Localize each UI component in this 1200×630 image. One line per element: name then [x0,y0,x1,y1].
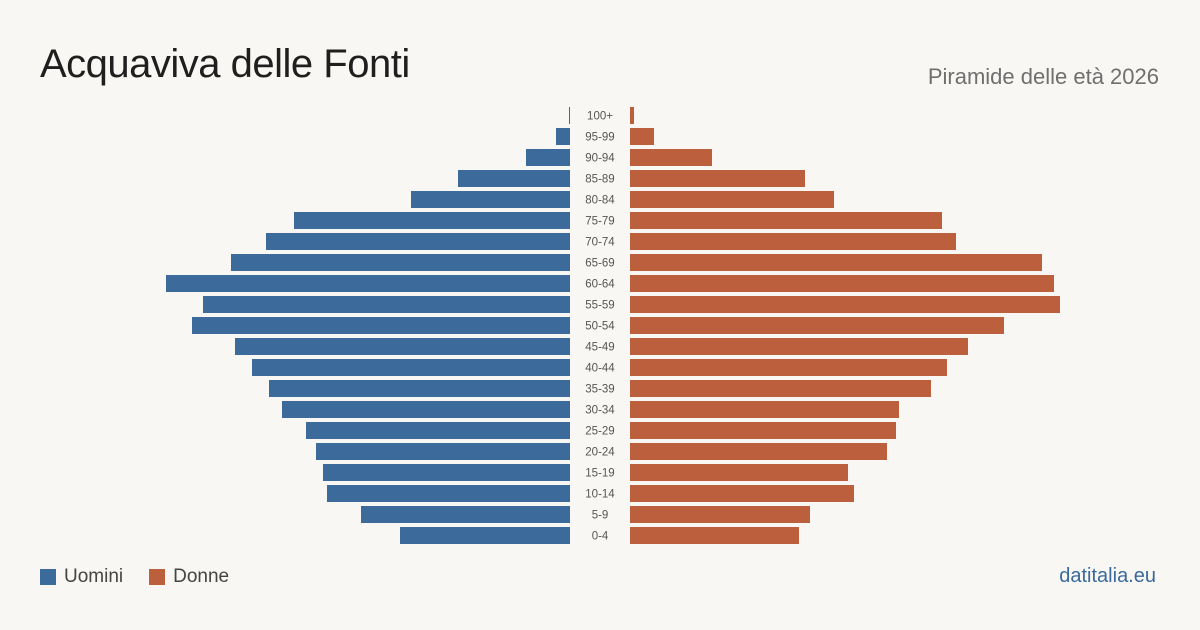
chart-subtitle: Piramide delle età 2026 [927,64,1159,89]
age-label-60-64: 60-64 [585,279,615,291]
bar-men-90-94 [526,149,570,166]
bar-women-85-89 [630,170,805,187]
brand-link[interactable]: datitalia.eu [1059,565,1156,587]
chart-title: Acquaviva delle Fonti [40,42,410,86]
bar-women-0-4 [630,527,799,544]
bar-women-35-39 [630,380,931,397]
bar-men-85-89 [458,170,570,187]
bar-women-50-54 [630,317,1004,334]
age-label-65-69: 65-69 [585,258,614,270]
bar-women-20-24 [630,443,887,460]
bar-women-95-99 [630,128,654,145]
age-label-80-84: 80-84 [585,195,615,207]
population-pyramid-chart: 100+ 95-99 90-94 85-89 80-84 75-79 70-74 65-69 6… [166,107,1060,544]
age-label-45-49: 45-49 [585,342,614,354]
bar-women-55-59 [630,296,1060,313]
age-label-85-89: 85-89 [585,174,614,186]
bar-men-5-9 [361,506,570,523]
bar-women-70-74 [630,233,956,250]
bar-women-10-14 [630,485,854,502]
bar-men-70-74 [266,233,570,250]
bar-men-65-69 [231,254,570,271]
bar-women-90-94 [630,149,712,166]
bar-men-40-44 [252,359,570,376]
legend-item-women: Donne [149,566,229,588]
age-label-0-4: 0-4 [592,531,609,543]
age-label-40-44: 40-44 [585,363,615,375]
bar-women-80-84 [630,191,834,208]
bar-men-100+ [569,107,570,124]
age-label-95-99: 95-99 [585,132,614,144]
age-label-90-94: 90-94 [585,153,615,165]
age-label-70-74: 70-74 [585,237,615,249]
age-label-75-79: 75-79 [585,216,614,228]
bar-women-25-29 [630,422,896,439]
age-label-20-24: 20-24 [585,447,615,459]
bar-men-45-49 [235,338,570,355]
age-label-55-59: 55-59 [585,300,614,312]
bar-women-75-79 [630,212,942,229]
bar-men-30-34 [282,401,570,418]
legend-label-women: Donne [173,566,230,587]
bar-men-50-54 [192,317,570,334]
bar-men-0-4 [400,527,570,544]
bar-men-80-84 [411,191,570,208]
bar-women-65-69 [630,254,1042,271]
bar-women-30-34 [630,401,899,418]
bar-men-25-29 [306,422,570,439]
age-label-50-54: 50-54 [585,321,615,333]
legend-swatch-men [40,569,56,585]
bar-women-100+ [630,107,634,124]
bar-men-35-39 [269,380,570,397]
age-label-35-39: 35-39 [585,384,614,396]
age-label-5-9: 5-9 [592,510,609,522]
bar-men-55-59 [203,296,570,313]
bar-men-95-99 [556,128,570,145]
bar-women-15-19 [630,464,848,481]
legend-item-men: Uomini [40,566,123,588]
legend-label-men: Uomini [64,566,124,587]
age-label-10-14: 10-14 [585,489,615,501]
age-label-15-19: 15-19 [585,468,614,480]
bar-women-60-64 [630,275,1054,292]
bar-women-5-9 [630,506,810,523]
age-label-25-29: 25-29 [585,426,614,438]
bar-women-45-49 [630,338,968,355]
legend-swatch-women [149,569,166,585]
bar-men-15-19 [323,464,570,481]
age-label-30-34: 30-34 [585,405,615,417]
bar-men-20-24 [316,443,570,460]
legend: Uomini Donne [40,566,255,588]
bar-men-75-79 [294,212,570,229]
age-label-100+: 100+ [587,111,613,123]
bar-men-60-64 [166,275,570,292]
bar-men-10-14 [327,485,570,502]
bar-women-40-44 [630,359,947,376]
